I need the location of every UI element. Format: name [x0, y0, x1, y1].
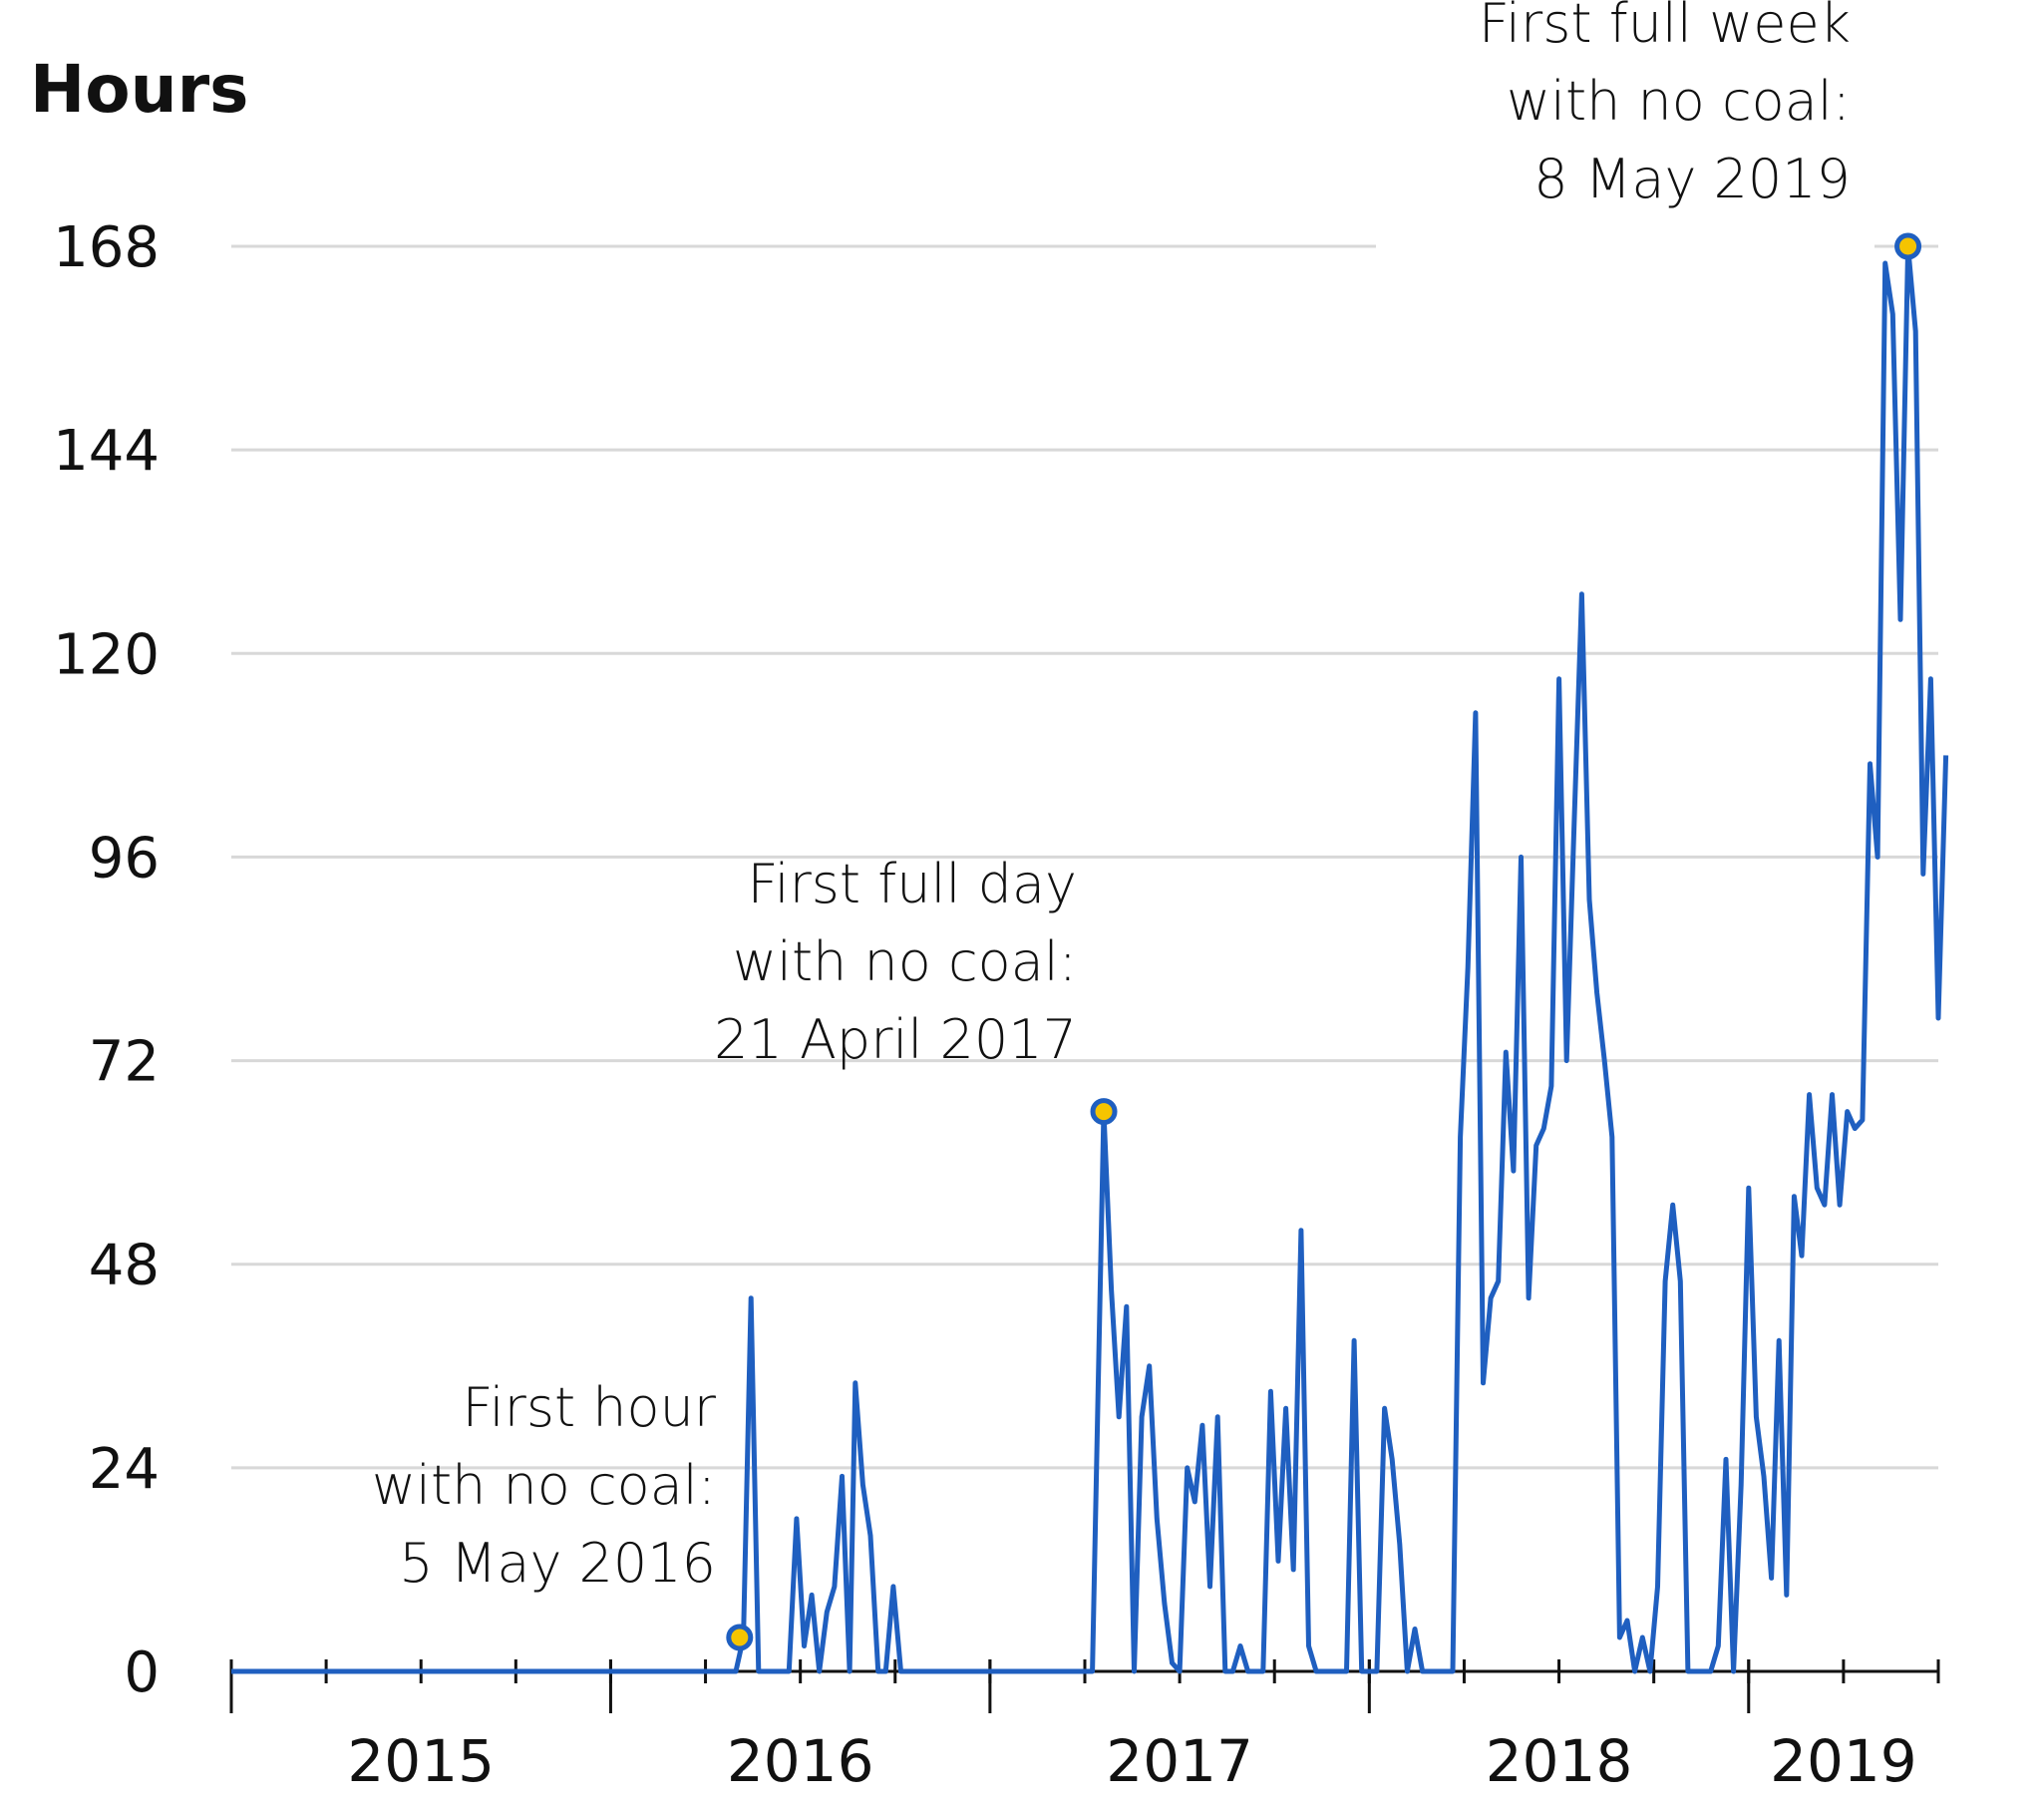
- x-tick-label: 2018: [1486, 1727, 1633, 1795]
- annotation-text: 5 May 2016: [399, 1532, 716, 1595]
- milestone-marker: [1894, 232, 1922, 260]
- x-tick-label: 2015: [347, 1727, 495, 1795]
- series-layer: [231, 243, 1949, 1674]
- annotation-text: with no coal:: [1507, 70, 1851, 133]
- y-tick-label: 24: [89, 1437, 160, 1502]
- x-tick-label: 2017: [1106, 1727, 1253, 1795]
- annotation-text: 21 April 2017: [714, 1008, 1077, 1071]
- y-tick-label: 144: [53, 419, 160, 484]
- annotation-backdrop: [1376, 234, 1874, 254]
- y-tick-label: 120: [53, 622, 160, 687]
- x-axis: 2015 2016 2017 2018 2019: [229, 1659, 1940, 1795]
- annotation-text: First full week: [1479, 0, 1851, 55]
- y-tick-label: 0: [124, 1640, 160, 1705]
- x-tick-label: 2019: [1770, 1727, 1917, 1795]
- y-tick-label: 72: [89, 1030, 160, 1095]
- annotations: First hour with no coal: 5 May 2016 First f…: [372, 0, 1922, 1651]
- y-axis-ticks: 0 24 48 72 96 120 144 168: [53, 215, 160, 1705]
- series-line: [231, 243, 1949, 1674]
- gridlines: [231, 244, 1938, 1470]
- milestone-marker: [1090, 1098, 1118, 1126]
- y-axis-title: Hours: [30, 51, 248, 128]
- milestone-marker: [726, 1624, 754, 1651]
- x-tick-label: 2016: [727, 1727, 874, 1795]
- y-tick-label: 168: [53, 215, 160, 280]
- annotation-text: 8 May 2019: [1533, 148, 1851, 210]
- annotation-text: First hour: [463, 1376, 717, 1439]
- annotation-backdrop: [618, 1037, 1097, 1057]
- y-tick-label: 96: [89, 826, 160, 891]
- annotation-text: with no coal:: [733, 930, 1077, 993]
- annotation-text: with no coal:: [372, 1454, 716, 1517]
- annotation-text: First full day: [747, 853, 1077, 915]
- y-tick-label: 48: [89, 1234, 160, 1298]
